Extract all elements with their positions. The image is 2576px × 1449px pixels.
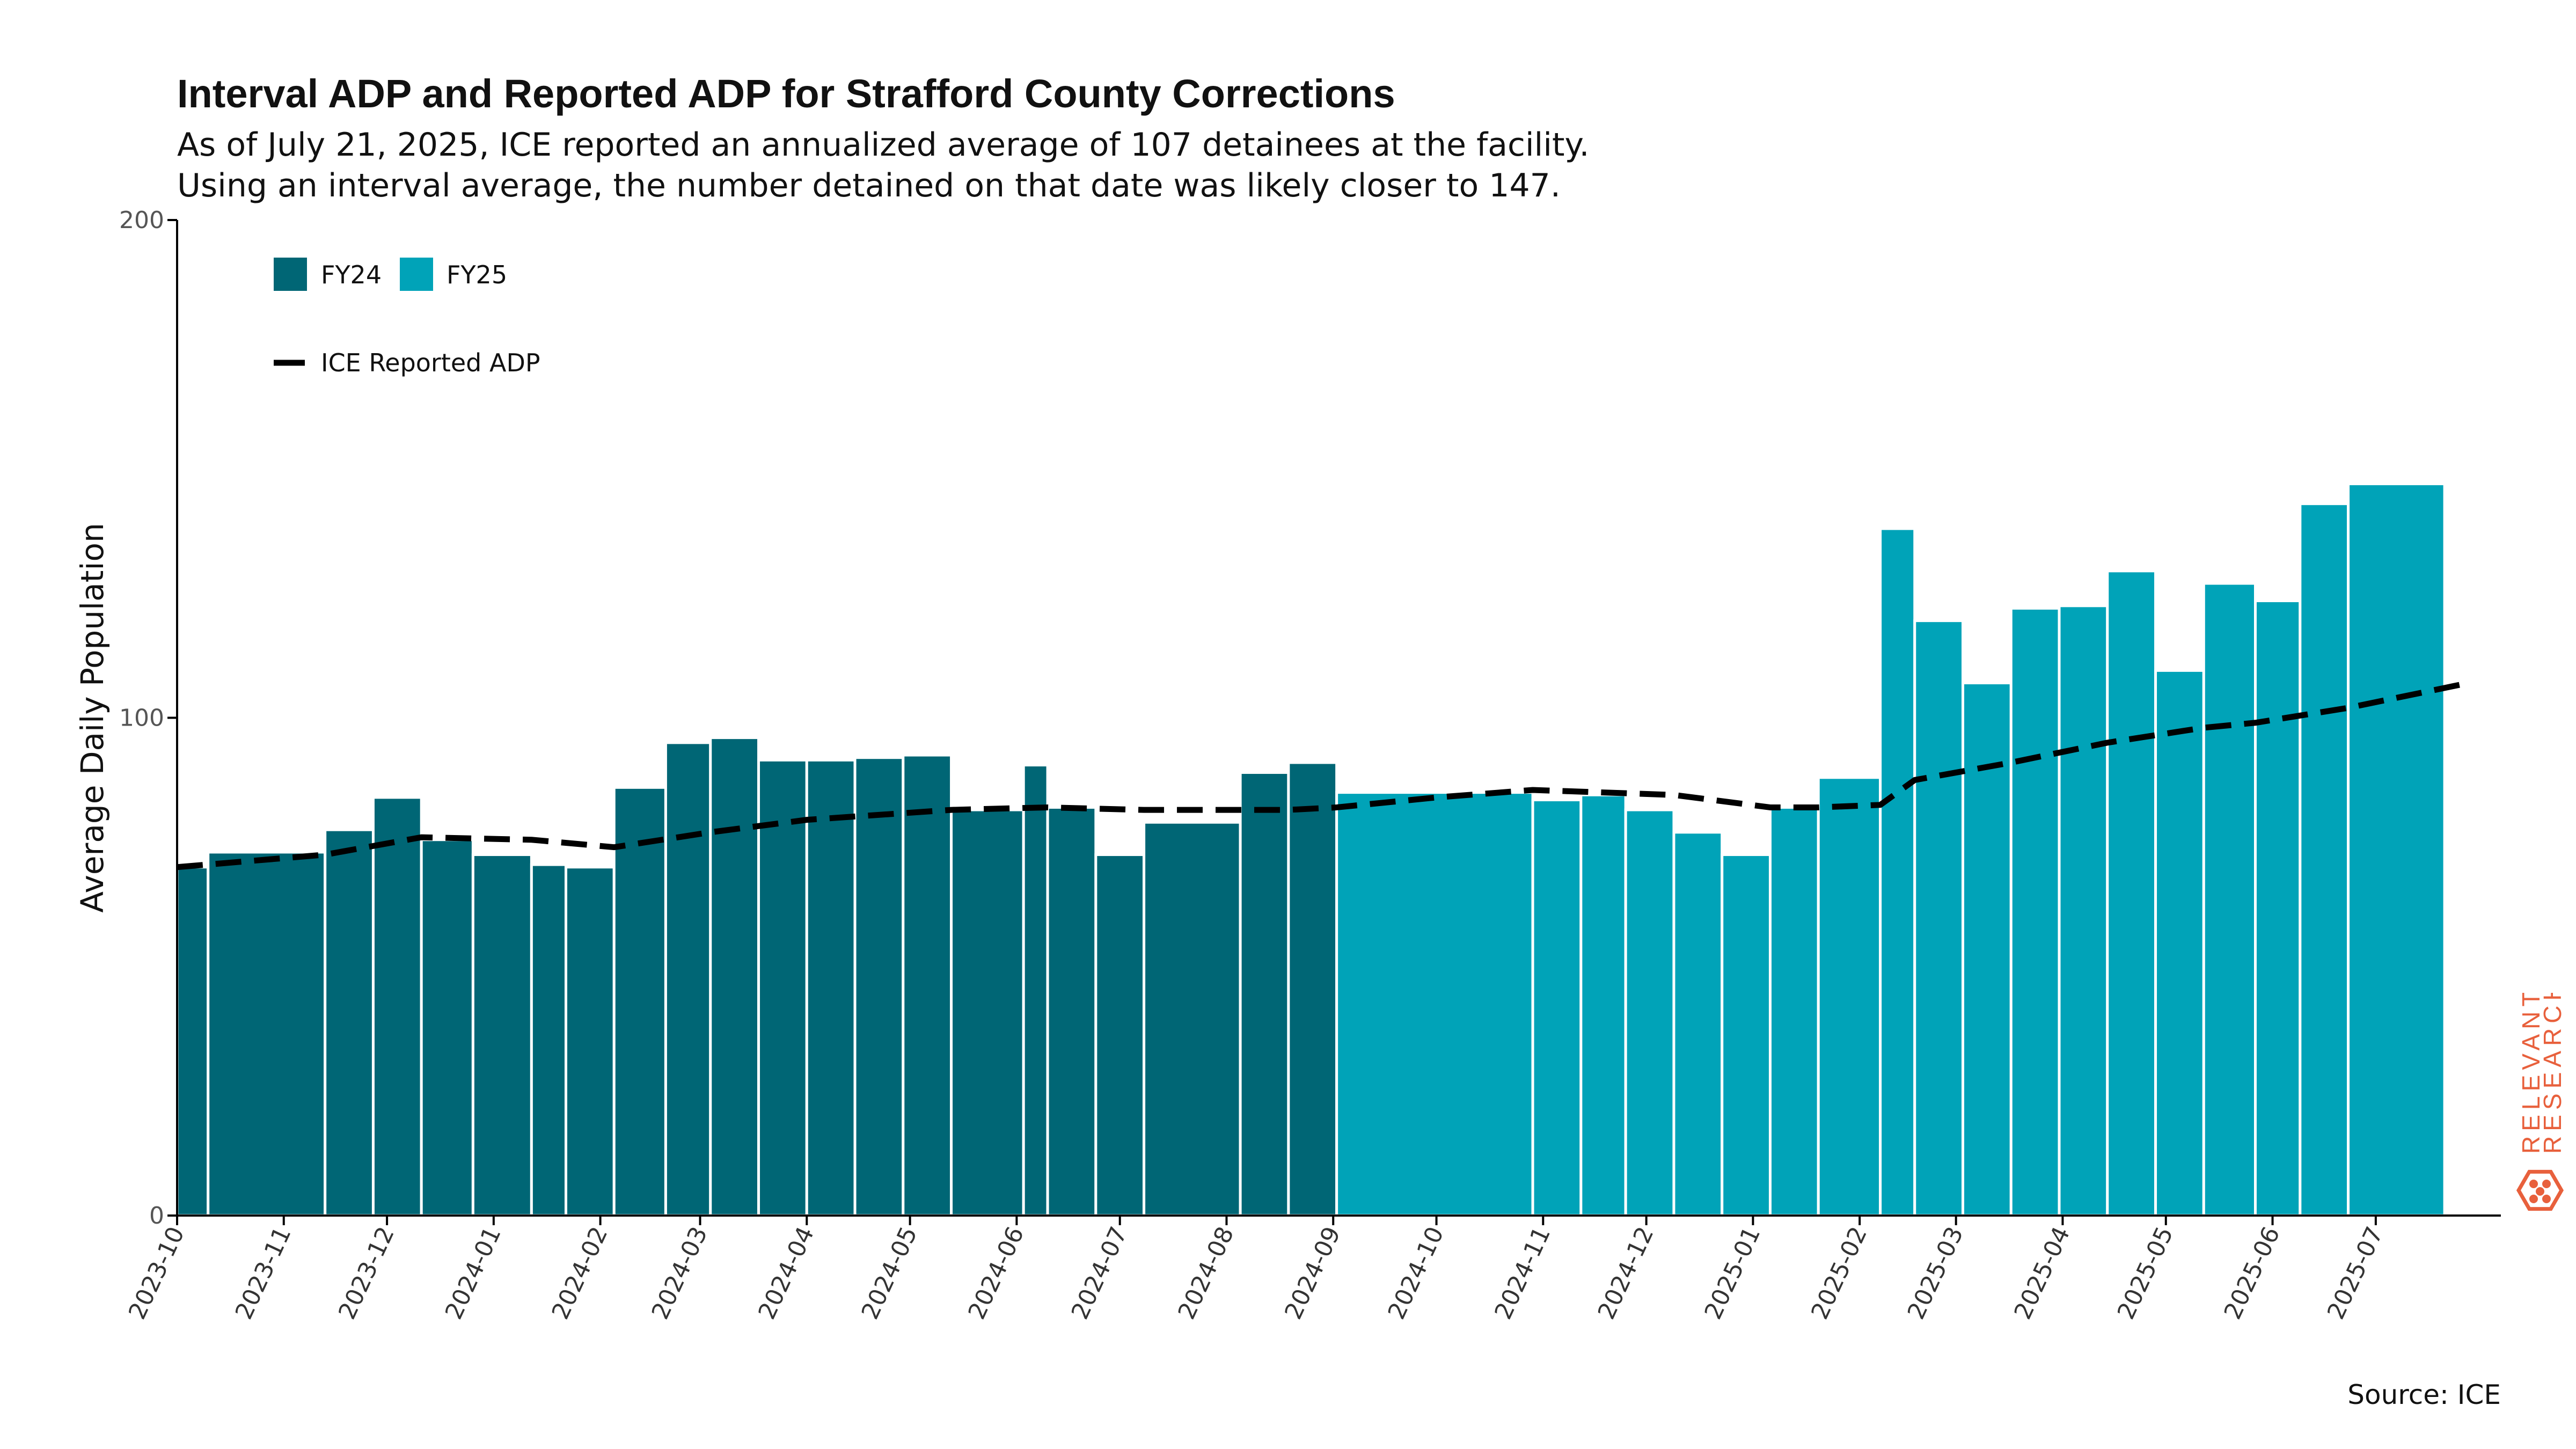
x-tick-label-2023-10: 2023-10 [123,1223,190,1323]
y-tick-label-100: 100 [119,705,164,732]
x-tick-label-2024-01: 2024-01 [440,1223,507,1323]
chart-subtitle: As of July 21, 2025, ICE reported an ann… [177,125,1590,206]
bar-fy24-0 [175,866,210,1217]
bar-fy24-14 [902,753,953,1217]
x-tick-label-2024-02: 2024-02 [547,1223,613,1323]
legend-swatch-fy24 [274,258,307,291]
bar-fy25-31 [1913,619,1965,1217]
brand-line-2: RESEARCH [2538,993,2564,1154]
x-tick-label-2025-04: 2025-04 [2009,1223,2076,1323]
bar-fy24-17 [1046,806,1097,1217]
bar-fy24-21 [1287,761,1338,1217]
subtitle-line-1: As of July 21, 2025, ICE reported an ann… [177,126,1590,164]
x-tick-label-2024-03: 2024-03 [647,1223,713,1323]
bar-fy24-7 [564,866,616,1217]
bar-fy24-5 [471,853,533,1217]
bar-fy25-39 [2299,502,2350,1217]
bar-fy25-38 [2253,599,2302,1217]
source-note: Source: ICE [2347,1379,2501,1410]
x-tick-label-2025-07: 2025-07 [2322,1223,2389,1323]
bar-fy25-22 [1335,791,1534,1217]
y-tick-label-0: 0 [149,1202,164,1230]
bar-fy24-12 [805,758,857,1217]
bar-fy24-20 [1239,771,1290,1217]
x-tick-label-2025-05: 2025-05 [2112,1223,2179,1323]
bar-fy24-1 [207,851,327,1217]
x-tick-label-2024-06: 2024-06 [963,1223,1029,1323]
ice-reported-adp-line [177,680,2470,870]
bar-fy24-16 [1022,764,1049,1217]
x-tick-label-2025-02: 2025-02 [1806,1223,1872,1323]
x-tick-label-2025-06: 2025-06 [2219,1223,2286,1323]
legend-label-line: ICE Reported ADP [321,348,540,377]
bar-fy24-15 [950,808,1025,1217]
legend-swatch-fy25 [400,258,433,291]
bar-fy25-37 [2202,582,2257,1217]
hexagon-logo-icon [2516,1169,2564,1211]
x-tick-label-2024-12: 2024-12 [1593,1223,1659,1323]
bar-fy25-35 [2106,569,2157,1217]
x-tick-label-2025-03: 2025-03 [1902,1223,1969,1323]
bar-fy25-25 [1624,808,1675,1217]
bar-fy24-19 [1143,821,1242,1217]
x-tick-label-2024-10: 2024-10 [1383,1223,1450,1323]
bar-fy25-32 [1962,682,2012,1217]
x-tick-label-2024-08: 2024-08 [1173,1223,1240,1323]
brand-line-1: RELEVANT [2517,993,2545,1154]
bar-fy24-11 [757,758,808,1217]
subtitle-line-2: Using an interval average, the number de… [177,167,1561,204]
bar-fy25-36 [2154,669,2205,1217]
bar-fy25-34 [2058,604,2109,1217]
bar-fy24-10 [709,736,760,1217]
bar-fy25-30 [1879,527,1916,1217]
bar-fy24-8 [612,786,667,1217]
relevant-research-logo: RELEVANT RESEARCH [2516,993,2564,1211]
bar-fy24-13 [853,756,905,1217]
bar-fy24-9 [664,741,712,1217]
chart-title: Interval ADP and Reported ADP for Straff… [177,71,1395,116]
y-axis-label: Average Daily Population [74,523,111,913]
bar-fy24-2 [324,828,375,1217]
bar-fy25-40 [2347,482,2446,1217]
x-tick-label-2024-04: 2024-04 [753,1223,819,1323]
bar-fy24-18 [1094,853,1146,1217]
bar-fy25-33 [2009,606,2061,1217]
x-tick-label-2025-01: 2025-01 [1699,1223,1766,1323]
bar-fy25-23 [1531,799,1583,1217]
legend-label-fy25: FY25 [447,260,507,289]
x-tick-label-2024-11: 2024-11 [1489,1223,1556,1323]
x-tick-label-2024-09: 2024-09 [1279,1223,1346,1323]
x-tick-label-2023-12: 2023-12 [333,1223,400,1323]
x-tick-label-2024-07: 2024-07 [1066,1223,1133,1323]
x-tick-label-2023-11: 2023-11 [230,1223,297,1323]
bar-fy25-28 [1768,806,1820,1217]
bar-fy25-26 [1672,831,1724,1217]
x-tick-label-2024-05: 2024-05 [857,1223,923,1323]
legend-label-fy24: FY24 [321,260,382,289]
y-tick-label-200: 200 [119,207,164,234]
bar-fy24-4 [420,838,474,1217]
bar-fy25-24 [1579,793,1627,1217]
bar-fy25-29 [1817,776,1882,1217]
bar-fy25-27 [1721,853,1772,1217]
bar-fy24-6 [530,863,567,1217]
bar-fy24-3 [371,796,423,1217]
